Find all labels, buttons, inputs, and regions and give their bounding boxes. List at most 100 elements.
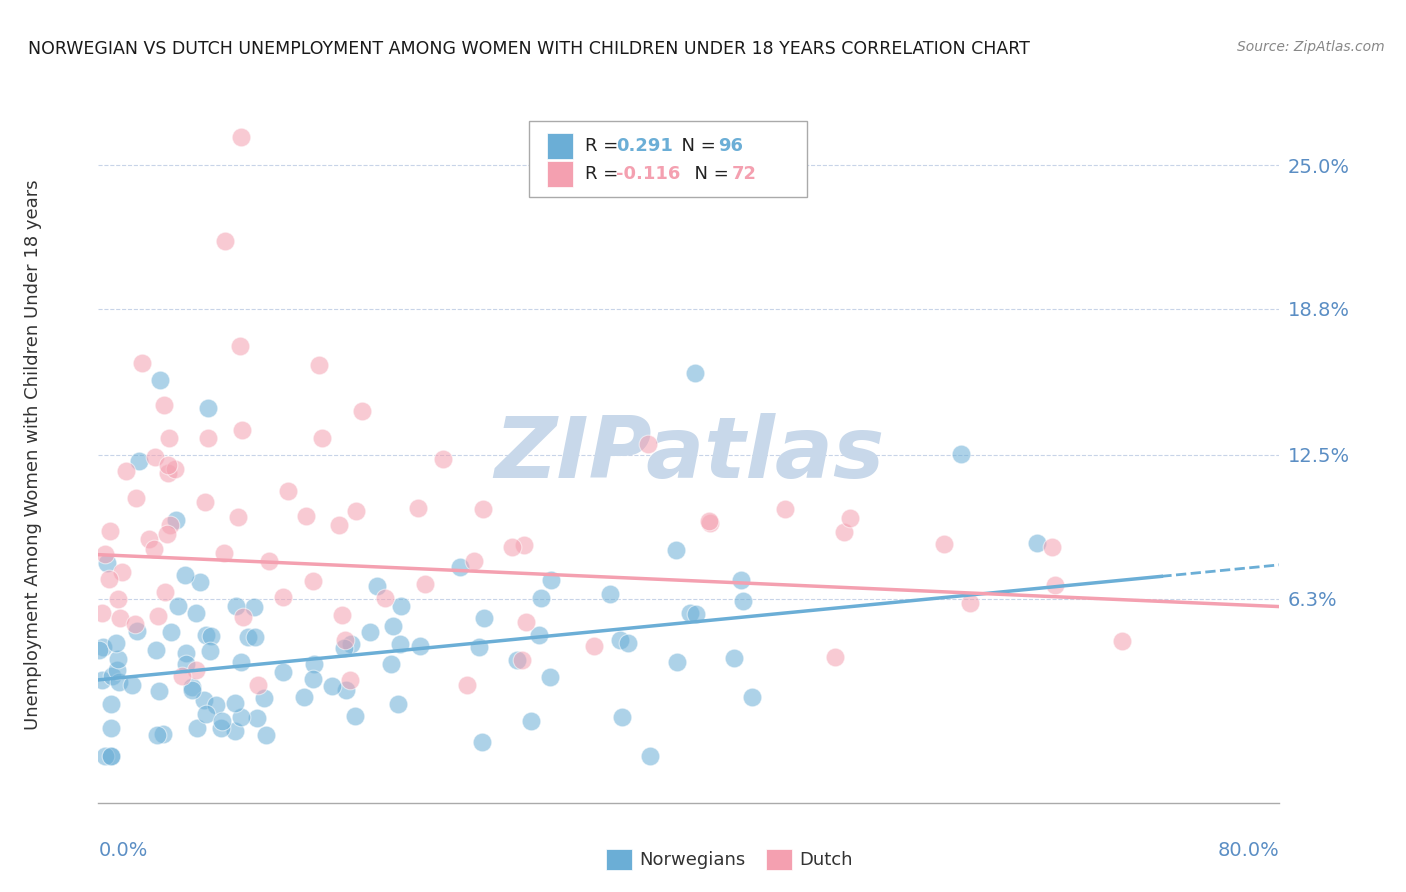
Point bbox=[165, 513, 187, 527]
Point bbox=[138, 532, 160, 546]
Point bbox=[271, 590, 294, 604]
Point bbox=[124, 617, 146, 632]
Point bbox=[93, 749, 115, 764]
Point bbox=[723, 651, 745, 665]
Point bbox=[824, 650, 846, 665]
Point bbox=[472, 501, 495, 516]
Point bbox=[730, 573, 752, 587]
Point bbox=[413, 576, 436, 591]
Point bbox=[380, 657, 402, 672]
Point bbox=[172, 668, 194, 682]
Point bbox=[321, 679, 343, 693]
Point bbox=[311, 430, 333, 444]
Point bbox=[333, 632, 356, 647]
FancyBboxPatch shape bbox=[606, 849, 633, 871]
Point bbox=[155, 585, 177, 599]
Point bbox=[352, 404, 374, 418]
Text: Unemployment Among Women with Children Under 18 years: Unemployment Among Women with Children U… bbox=[24, 179, 42, 731]
Point bbox=[330, 607, 353, 622]
Point bbox=[344, 504, 367, 518]
Point bbox=[1111, 634, 1133, 648]
Point bbox=[699, 516, 721, 530]
Point bbox=[302, 657, 325, 672]
Point bbox=[666, 655, 689, 669]
Point bbox=[181, 680, 204, 694]
Point bbox=[93, 547, 115, 561]
Point bbox=[232, 609, 254, 624]
Point bbox=[246, 711, 269, 725]
Point bbox=[105, 663, 128, 677]
Point bbox=[1040, 540, 1063, 554]
Text: R =: R = bbox=[585, 165, 624, 183]
Point bbox=[229, 129, 252, 144]
Point bbox=[98, 524, 121, 538]
Point bbox=[949, 447, 972, 461]
Point bbox=[474, 611, 496, 625]
Point bbox=[181, 682, 204, 697]
Point bbox=[302, 672, 325, 686]
Point bbox=[108, 611, 131, 625]
Point bbox=[243, 631, 266, 645]
Point bbox=[131, 356, 153, 370]
Point bbox=[105, 636, 128, 650]
Point bbox=[374, 591, 396, 605]
Point bbox=[194, 495, 217, 509]
Point bbox=[89, 642, 111, 657]
Point bbox=[959, 596, 981, 610]
Point bbox=[115, 464, 138, 478]
Point bbox=[934, 537, 956, 551]
Point bbox=[328, 518, 350, 533]
Point bbox=[100, 698, 122, 712]
Point bbox=[100, 722, 122, 736]
Point bbox=[90, 673, 112, 687]
Point bbox=[610, 709, 633, 723]
Point bbox=[231, 423, 253, 437]
Text: R =: R = bbox=[585, 137, 624, 155]
Point bbox=[506, 653, 529, 667]
Point bbox=[409, 640, 432, 654]
Point bbox=[225, 599, 247, 613]
Point bbox=[253, 691, 276, 706]
Point bbox=[193, 692, 215, 706]
Point bbox=[96, 556, 118, 570]
Point bbox=[229, 656, 252, 670]
Point bbox=[538, 670, 561, 684]
Text: N =: N = bbox=[671, 137, 721, 155]
Point bbox=[456, 678, 478, 692]
Point bbox=[468, 640, 491, 655]
Point bbox=[832, 524, 855, 539]
Point bbox=[91, 640, 114, 654]
Point bbox=[257, 554, 280, 568]
Point bbox=[527, 628, 550, 642]
Text: 0.0%: 0.0% bbox=[98, 841, 148, 860]
Point bbox=[143, 450, 166, 464]
Point bbox=[212, 545, 235, 559]
Point bbox=[153, 398, 176, 412]
Point bbox=[97, 572, 120, 586]
Point bbox=[741, 690, 763, 705]
Point bbox=[697, 514, 720, 528]
Point bbox=[388, 637, 411, 651]
Point bbox=[100, 749, 122, 764]
Point bbox=[197, 431, 219, 445]
Text: N =: N = bbox=[683, 165, 734, 183]
Point bbox=[733, 593, 755, 607]
Point bbox=[333, 640, 356, 655]
Point bbox=[197, 401, 219, 416]
Point bbox=[224, 696, 246, 710]
Point bbox=[247, 678, 270, 692]
Point bbox=[174, 657, 197, 672]
Point bbox=[520, 714, 543, 728]
Point bbox=[148, 683, 170, 698]
Point bbox=[277, 484, 299, 499]
Text: -0.116: -0.116 bbox=[616, 165, 681, 183]
Point bbox=[121, 678, 143, 692]
Point bbox=[340, 637, 363, 651]
Point bbox=[157, 431, 180, 445]
Point bbox=[1043, 578, 1066, 592]
Point bbox=[609, 632, 631, 647]
FancyBboxPatch shape bbox=[547, 133, 574, 159]
Point bbox=[146, 609, 169, 624]
Point bbox=[195, 707, 218, 722]
FancyBboxPatch shape bbox=[547, 161, 574, 187]
